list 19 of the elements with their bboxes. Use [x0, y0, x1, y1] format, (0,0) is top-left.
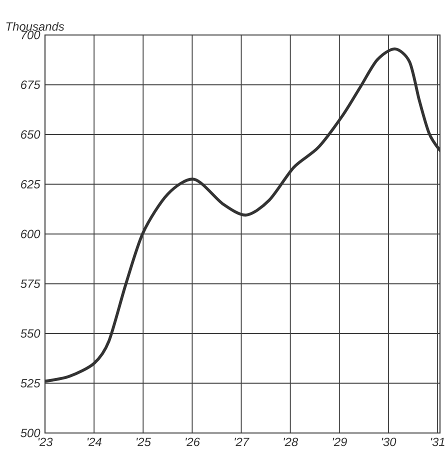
- x-tick-label: '26: [186, 438, 200, 446]
- y-tick-label: 675: [21, 80, 40, 89]
- x-tick-label: '24: [87, 438, 102, 446]
- y-tick-label: 500: [20, 428, 40, 438]
- x-tick-label: '29: [332, 438, 347, 446]
- y-tick-label: 525: [20, 379, 40, 388]
- x-tick-label: '28: [284, 438, 298, 446]
- x-tick-label: '25: [136, 438, 151, 446]
- y-tick-label: 650: [21, 130, 40, 139]
- x-tick-label: '27: [234, 438, 250, 446]
- y-tick-label: 550: [20, 329, 40, 338]
- x-tick-label: '30: [382, 438, 396, 446]
- y-tick-label: 625: [21, 180, 40, 188]
- y-tick-label: 600: [21, 230, 40, 238]
- y-axis-title: Thousands: [6, 22, 64, 31]
- y-tick-label: 575: [20, 280, 40, 288]
- x-tick-label: '31: [430, 438, 444, 446]
- x-tick-label: '23: [38, 438, 53, 446]
- y-tick-label: 700: [22, 30, 40, 40]
